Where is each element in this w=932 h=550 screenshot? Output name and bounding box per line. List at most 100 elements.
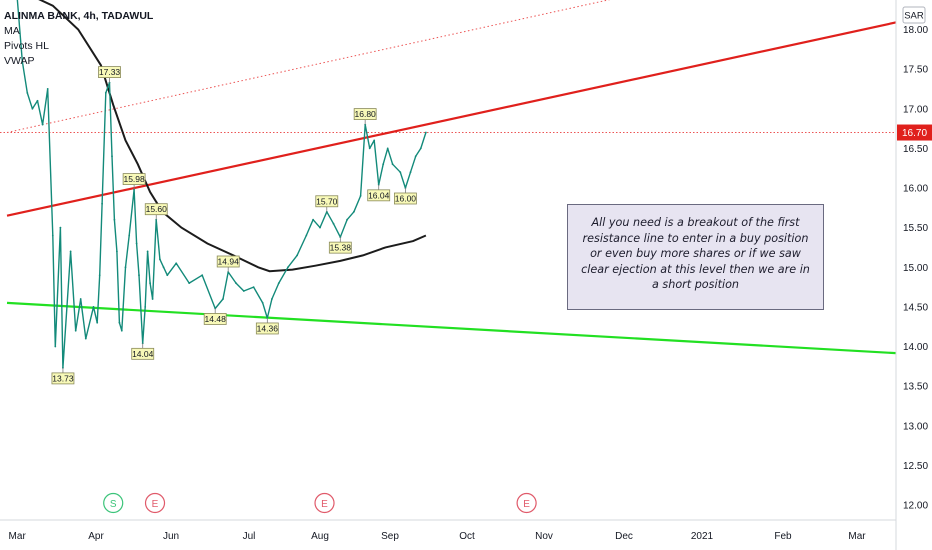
earnings-event-marker[interactable] (314, 492, 335, 514)
price-point (113, 218, 116, 221)
pivot-label: 15.70 (316, 196, 338, 206)
price-point (79, 298, 82, 300)
earnings-event-marker[interactable] (516, 492, 537, 514)
price-point (386, 147, 389, 150)
price-point (235, 282, 237, 284)
price-point (242, 290, 245, 292)
pivot-label: 16.80 (355, 109, 377, 119)
time-axis[interactable]: Mar Apr Jun Jul Aug Sep Oct Nov Dec 2021 Feb Mar (9, 531, 867, 542)
earnings-event-marker[interactable] (144, 492, 166, 514)
price-point (144, 306, 147, 308)
pivot-label-box (255, 322, 279, 335)
pivot-label-box (216, 255, 240, 268)
price-point (159, 258, 161, 261)
upper-channel-line[interactable] (6, 0, 905, 133)
price-point (120, 329, 123, 332)
x-tick-label: Apr (88, 531, 104, 542)
event-marker-label: E (321, 499, 328, 510)
x-tick-label: Feb (774, 531, 792, 542)
y-tick-label: 15.00 (903, 263, 928, 274)
y-tick-label: 14.00 (903, 342, 928, 353)
price-point (84, 337, 87, 340)
pivot-label: 15.38 (330, 243, 352, 253)
price-point (118, 321, 121, 324)
pivot-label-box (328, 241, 352, 254)
pivot-label-box (315, 195, 339, 208)
support-trendline[interactable] (6, 301, 918, 355)
price-point (312, 218, 314, 221)
price-point (419, 147, 422, 150)
price-point (287, 266, 289, 269)
price-point (346, 218, 348, 221)
price-point (128, 234, 131, 237)
y-tick-label: 13.50 (903, 382, 928, 393)
price-point (382, 163, 385, 166)
symbol-title[interactable]: ALINMA BANK, 4h, TADAWUL (4, 10, 154, 22)
price-point (141, 342, 144, 345)
price-point (201, 274, 204, 277)
price-point (425, 131, 427, 134)
pivot-label: 14.94 (218, 257, 240, 267)
pivot-label-box (144, 203, 168, 216)
y-tick-label: 17.00 (903, 104, 928, 115)
plot-area[interactable]: 17.33 15.98 15.60 14.94 15.70 16.80 13.73 14.04… (0, 0, 918, 385)
x-tick-label: Mar (9, 531, 27, 542)
currency-badge-label: SAR (904, 11, 924, 22)
resistance-trendline[interactable] (6, 18, 918, 217)
x-tick-label: 2021 (691, 531, 714, 542)
y-tick-label: 12.00 (903, 501, 928, 512)
x-tick-label: Aug (311, 531, 329, 542)
event-marker-label: S (110, 499, 117, 510)
price-point (41, 123, 44, 126)
pivot-label: 14.36 (257, 323, 279, 333)
x-tick-label: Jun (163, 531, 179, 542)
price-point (277, 282, 280, 284)
price-point (146, 250, 149, 253)
price-point (296, 254, 298, 257)
pivot-label-box (98, 66, 121, 78)
price-point (261, 302, 264, 304)
pivot-label: 16.00 (395, 194, 417, 204)
pivot-label: 14.48 (205, 314, 227, 324)
price-point (271, 298, 273, 300)
pivot-label-box (353, 108, 377, 120)
pivot-label-box (122, 173, 146, 185)
price-point (69, 250, 72, 253)
indicator-vwap[interactable]: VWAP (4, 55, 35, 67)
price-point (59, 226, 62, 229)
price-point (368, 147, 371, 150)
price-axis[interactable]: 12.00 12.50 13.00 13.50 14.00 14.50 15.00 15.50… (903, 25, 928, 512)
pivot-label: 13.73 (52, 373, 74, 383)
currency-badge[interactable] (902, 6, 926, 24)
price-line[interactable] (7, 0, 427, 369)
ma-line[interactable] (7, 0, 427, 273)
pivot-label-box (203, 313, 227, 325)
pivot-label-box (367, 189, 391, 202)
price-point (162, 266, 165, 269)
price-point (138, 274, 140, 277)
price-point (149, 282, 152, 284)
price-point (399, 171, 402, 174)
price-point (332, 222, 335, 225)
price-point (166, 274, 169, 277)
y-tick-label: 13.00 (903, 421, 928, 432)
price-point (175, 262, 178, 265)
pivot-label-box (131, 347, 155, 360)
split-event-marker[interactable] (103, 492, 124, 514)
x-tick-label: Sep (381, 531, 399, 542)
y-tick-label: 17.50 (903, 65, 928, 76)
price-point (101, 202, 103, 205)
price-point (51, 234, 54, 237)
y-tick-label: 16.50 (903, 144, 928, 155)
price-point (188, 282, 191, 284)
indicator-ma[interactable]: MA (4, 25, 20, 37)
price-point (305, 234, 308, 237)
price-point (92, 306, 95, 308)
pivot-label: 16.04 (368, 190, 390, 200)
price-point (377, 183, 380, 186)
event-marker-label: E (152, 499, 159, 510)
price-point (46, 88, 49, 90)
indicator-pivots-hl[interactable]: Pivots HL (4, 40, 49, 52)
